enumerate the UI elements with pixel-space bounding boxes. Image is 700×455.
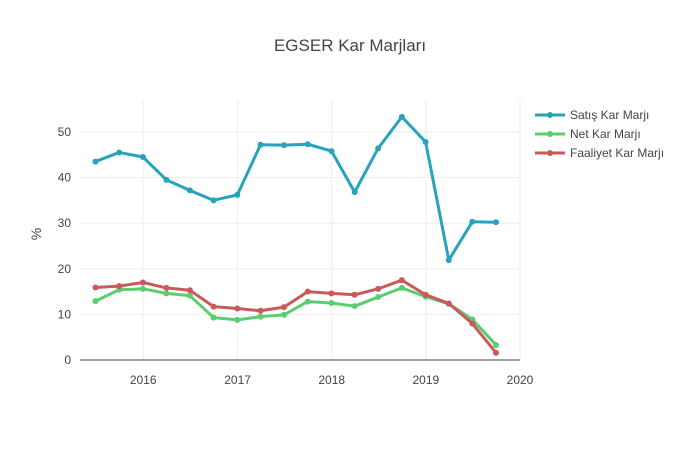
data-point[interactable]: [163, 290, 170, 297]
data-point[interactable]: [92, 158, 99, 165]
data-point[interactable]: [304, 288, 311, 295]
legend-label: Satış Kar Marjı: [570, 108, 649, 122]
series-2: [92, 277, 500, 356]
data-point[interactable]: [92, 298, 99, 305]
data-point[interactable]: [469, 218, 476, 225]
data-point[interactable]: [257, 307, 264, 314]
data-point[interactable]: [493, 219, 500, 226]
series-line: [93, 115, 498, 262]
legend-label: Faaliyet Kar Marjı: [570, 146, 664, 160]
data-point[interactable]: [351, 189, 358, 196]
data-point[interactable]: [422, 291, 429, 298]
legend-label: Net Kar Marjı: [570, 127, 641, 141]
legend-swatch-marker: [547, 150, 553, 156]
data-point[interactable]: [186, 187, 193, 194]
axes: 2016 2017 2018 2019 2020 0 10 20 30 40 50: [58, 125, 534, 387]
x-tick-label: 2016: [130, 373, 157, 387]
data-point[interactable]: [445, 300, 452, 307]
data-point[interactable]: [281, 311, 288, 318]
data-point[interactable]: [398, 113, 405, 120]
data-point[interactable]: [422, 138, 429, 145]
legend-swatch-marker: [547, 131, 553, 137]
data-point[interactable]: [493, 341, 500, 348]
data-point[interactable]: [493, 349, 500, 356]
data-point[interactable]: [281, 304, 288, 311]
y-tick-label: 10: [58, 307, 72, 321]
data-point[interactable]: [186, 287, 193, 294]
data-point[interactable]: [234, 191, 241, 198]
data-point[interactable]: [234, 316, 241, 323]
y-tick-label: 20: [58, 262, 72, 276]
series-0: [92, 113, 500, 264]
data-point[interactable]: [375, 145, 382, 152]
data-point[interactable]: [92, 284, 99, 291]
data-point[interactable]: [375, 294, 382, 301]
data-point[interactable]: [257, 141, 264, 148]
data-point[interactable]: [139, 279, 146, 286]
data-point[interactable]: [469, 320, 476, 327]
x-tick-label: 2018: [318, 373, 345, 387]
y-tick-label: 50: [58, 125, 72, 139]
data-point[interactable]: [163, 176, 170, 183]
data-point[interactable]: [139, 285, 146, 292]
x-tick-label: 2019: [413, 373, 440, 387]
data-point[interactable]: [351, 291, 358, 298]
data-point[interactable]: [210, 197, 217, 204]
x-tick-label: 2017: [224, 373, 251, 387]
data-point[interactable]: [234, 305, 241, 312]
data-point[interactable]: [116, 283, 123, 290]
data-point[interactable]: [186, 292, 193, 299]
grid-lines: [80, 100, 521, 360]
legend-swatch-marker: [547, 112, 553, 118]
series-1: [92, 284, 500, 348]
data-point[interactable]: [139, 154, 146, 161]
x-tick-label: 2020: [507, 373, 534, 387]
legend[interactable]: Satış Kar Marjı Net Kar Marjı Faaliyet Kar…: [535, 108, 664, 160]
y-tick-label: 40: [58, 171, 72, 185]
data-point[interactable]: [257, 313, 264, 320]
data-point[interactable]: [304, 298, 311, 305]
data-point[interactable]: [445, 257, 452, 264]
data-point[interactable]: [210, 314, 217, 321]
data-point[interactable]: [328, 148, 335, 155]
y-tick-label: 0: [64, 353, 71, 367]
data-point[interactable]: [398, 277, 405, 284]
chart-title: EGSER Kar Marjları: [274, 36, 426, 55]
data-point[interactable]: [116, 149, 123, 156]
data-point[interactable]: [375, 285, 382, 292]
data-point[interactable]: [304, 141, 311, 148]
data-point[interactable]: [328, 290, 335, 297]
series-layer: [92, 113, 500, 356]
y-tick-label: 30: [58, 216, 72, 230]
legend-item[interactable]: Net Kar Marjı: [535, 127, 641, 141]
legend-item[interactable]: Satış Kar Marjı: [535, 108, 649, 122]
legend-item[interactable]: Faaliyet Kar Marjı: [535, 146, 664, 160]
y-axis-title: %: [28, 228, 44, 240]
data-point[interactable]: [351, 303, 358, 310]
series-line: [93, 278, 498, 355]
data-point[interactable]: [163, 284, 170, 291]
data-point[interactable]: [281, 142, 288, 149]
data-point[interactable]: [328, 299, 335, 306]
data-point[interactable]: [210, 303, 217, 310]
data-point[interactable]: [398, 284, 405, 291]
series-line: [93, 286, 498, 347]
